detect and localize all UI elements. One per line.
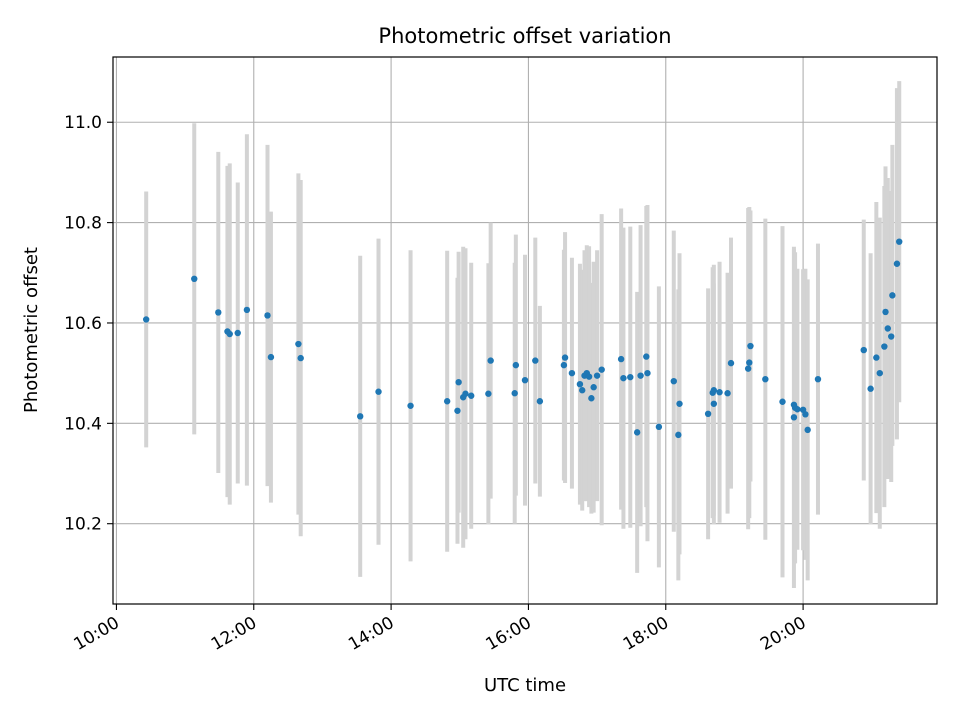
error-bars bbox=[144, 81, 902, 588]
data-point bbox=[593, 372, 601, 379]
data-point bbox=[676, 400, 683, 407]
data-point bbox=[561, 354, 569, 361]
data-point bbox=[215, 309, 222, 316]
data-point bbox=[637, 372, 644, 379]
x-tick-label: 12:00 bbox=[208, 613, 260, 655]
data-point bbox=[655, 423, 663, 431]
data-point bbox=[762, 375, 769, 383]
data-point bbox=[620, 374, 627, 382]
data-point bbox=[744, 365, 752, 372]
y-tick-label: 10.8 bbox=[64, 214, 102, 234]
data-point bbox=[675, 431, 682, 439]
data-point bbox=[579, 387, 586, 394]
data-point bbox=[670, 377, 677, 385]
data-point bbox=[443, 398, 451, 405]
data-point bbox=[804, 426, 811, 434]
y-tick-label: 10.6 bbox=[64, 314, 102, 334]
data-point bbox=[802, 411, 809, 418]
data-point bbox=[226, 330, 233, 338]
data-point bbox=[576, 380, 584, 388]
data-point bbox=[521, 376, 529, 384]
data-point bbox=[357, 413, 364, 420]
chart-title: Photometric offset variation bbox=[378, 24, 671, 48]
plot-area-frame bbox=[112, 56, 938, 605]
data-point bbox=[779, 398, 786, 405]
data-point bbox=[295, 340, 302, 348]
x-tick-label: 10:00 bbox=[70, 613, 122, 655]
data-point bbox=[243, 306, 251, 314]
data-point bbox=[716, 389, 723, 396]
y-tick-label: 10.4 bbox=[64, 414, 102, 434]
data-point bbox=[710, 387, 718, 394]
data-point bbox=[487, 357, 494, 364]
data-point bbox=[867, 385, 874, 392]
data-point bbox=[876, 369, 883, 377]
data-point bbox=[747, 342, 754, 350]
data-point bbox=[814, 375, 822, 383]
x-tick-label: 18:00 bbox=[620, 613, 672, 655]
data-point bbox=[790, 414, 798, 421]
data-point bbox=[536, 398, 544, 405]
data-point bbox=[746, 359, 753, 366]
data-point bbox=[884, 325, 891, 332]
data-point bbox=[590, 384, 597, 391]
data-point bbox=[873, 354, 880, 361]
data-point bbox=[881, 343, 888, 350]
data-point bbox=[882, 308, 889, 316]
data-point bbox=[860, 346, 867, 354]
data-point bbox=[627, 373, 634, 381]
data-point bbox=[896, 238, 903, 245]
data-point bbox=[264, 312, 271, 319]
data-point bbox=[191, 275, 198, 283]
data-point bbox=[267, 353, 275, 361]
data-point bbox=[234, 329, 241, 337]
data-point bbox=[462, 390, 469, 397]
data-point bbox=[888, 333, 895, 340]
data-point bbox=[375, 388, 382, 395]
data-point bbox=[710, 400, 718, 407]
data-point bbox=[142, 316, 150, 323]
data-point bbox=[643, 353, 650, 360]
data-point bbox=[598, 366, 605, 373]
data-point bbox=[297, 354, 304, 362]
data-point bbox=[644, 369, 651, 377]
y-tick-label: 10.2 bbox=[64, 515, 102, 535]
data-point bbox=[794, 406, 801, 413]
data-point bbox=[532, 357, 539, 364]
data-point bbox=[454, 407, 461, 414]
data-point bbox=[588, 395, 595, 402]
axis-ticks: 10:00 12:00 14:00 16:00 18:00 20:00 10.2 10.4 10… bbox=[64, 113, 809, 655]
data-point bbox=[512, 361, 520, 369]
x-tick-label: 14:00 bbox=[345, 613, 397, 655]
data-point bbox=[485, 390, 492, 397]
data-point bbox=[560, 361, 568, 369]
data-point bbox=[407, 402, 414, 409]
data-point bbox=[511, 390, 518, 397]
x-tick-label: 20:00 bbox=[757, 613, 809, 655]
y-tick-label: 11.0 bbox=[64, 113, 102, 133]
data-point bbox=[889, 292, 896, 299]
x-tick-label: 16:00 bbox=[482, 613, 534, 655]
data-point bbox=[727, 359, 735, 367]
data-point bbox=[617, 355, 625, 363]
data-point bbox=[568, 369, 576, 377]
data-point bbox=[468, 392, 475, 399]
data-point bbox=[585, 373, 593, 380]
data-point bbox=[633, 429, 641, 436]
y-axis-label: Photometric offset bbox=[21, 247, 42, 413]
x-axis-label: UTC time bbox=[484, 675, 566, 696]
data-point bbox=[724, 390, 731, 397]
data-point bbox=[704, 410, 712, 418]
data-point bbox=[455, 378, 462, 386]
data-points bbox=[142, 238, 903, 439]
data-point bbox=[893, 260, 901, 267]
